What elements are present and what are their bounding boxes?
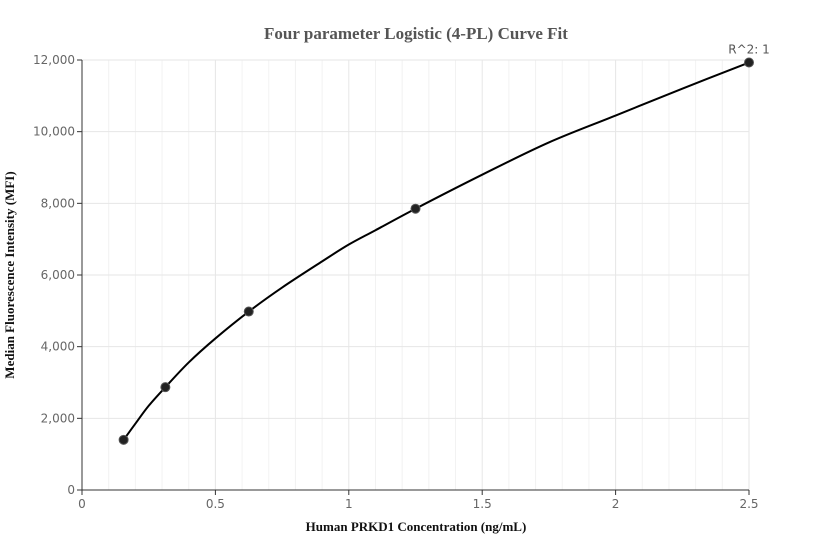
x-tick-label: 0 bbox=[78, 497, 86, 511]
y-tick-label: 0 bbox=[67, 483, 75, 497]
x-tick-label: 1.5 bbox=[473, 497, 492, 511]
grid bbox=[81, 59, 750, 491]
y-tick-label: 8,000 bbox=[41, 196, 75, 210]
x-axis-ticks: 0 0.5 1 1.5 2 2.5 bbox=[78, 490, 759, 511]
chart-title: Four parameter Logistic (4-PL) Curve Fit bbox=[264, 24, 568, 43]
y-tick-label: 4,000 bbox=[41, 340, 75, 354]
y-axis-ticks: 0 2,000 4,000 6,000 8,000 10,000 12,000 bbox=[33, 53, 82, 497]
y-tick-label: 10,000 bbox=[33, 125, 75, 139]
data-points bbox=[118, 57, 754, 445]
data-point bbox=[410, 203, 421, 214]
y-tick-label: 2,000 bbox=[41, 411, 75, 425]
y-axis-title: Median Fluorescence Intensity (MFI) bbox=[2, 171, 17, 378]
r-squared-annotation: R^2: 1 bbox=[728, 43, 770, 57]
data-point bbox=[160, 382, 171, 393]
fit-curve-line bbox=[122, 61, 750, 441]
data-point bbox=[243, 306, 254, 317]
x-tick-label: 0.5 bbox=[206, 497, 225, 511]
y-tick-label: 6,000 bbox=[41, 268, 75, 282]
y-tick-label: 12,000 bbox=[33, 53, 75, 67]
x-tick-label: 2.5 bbox=[739, 497, 758, 511]
data-point bbox=[744, 57, 754, 68]
x-tick-label: 2 bbox=[612, 497, 620, 511]
x-tick-label: 1 bbox=[345, 497, 353, 511]
x-axis-title: Human PRKD1 Concentration (ng/mL) bbox=[306, 519, 527, 534]
data-point bbox=[118, 434, 129, 445]
